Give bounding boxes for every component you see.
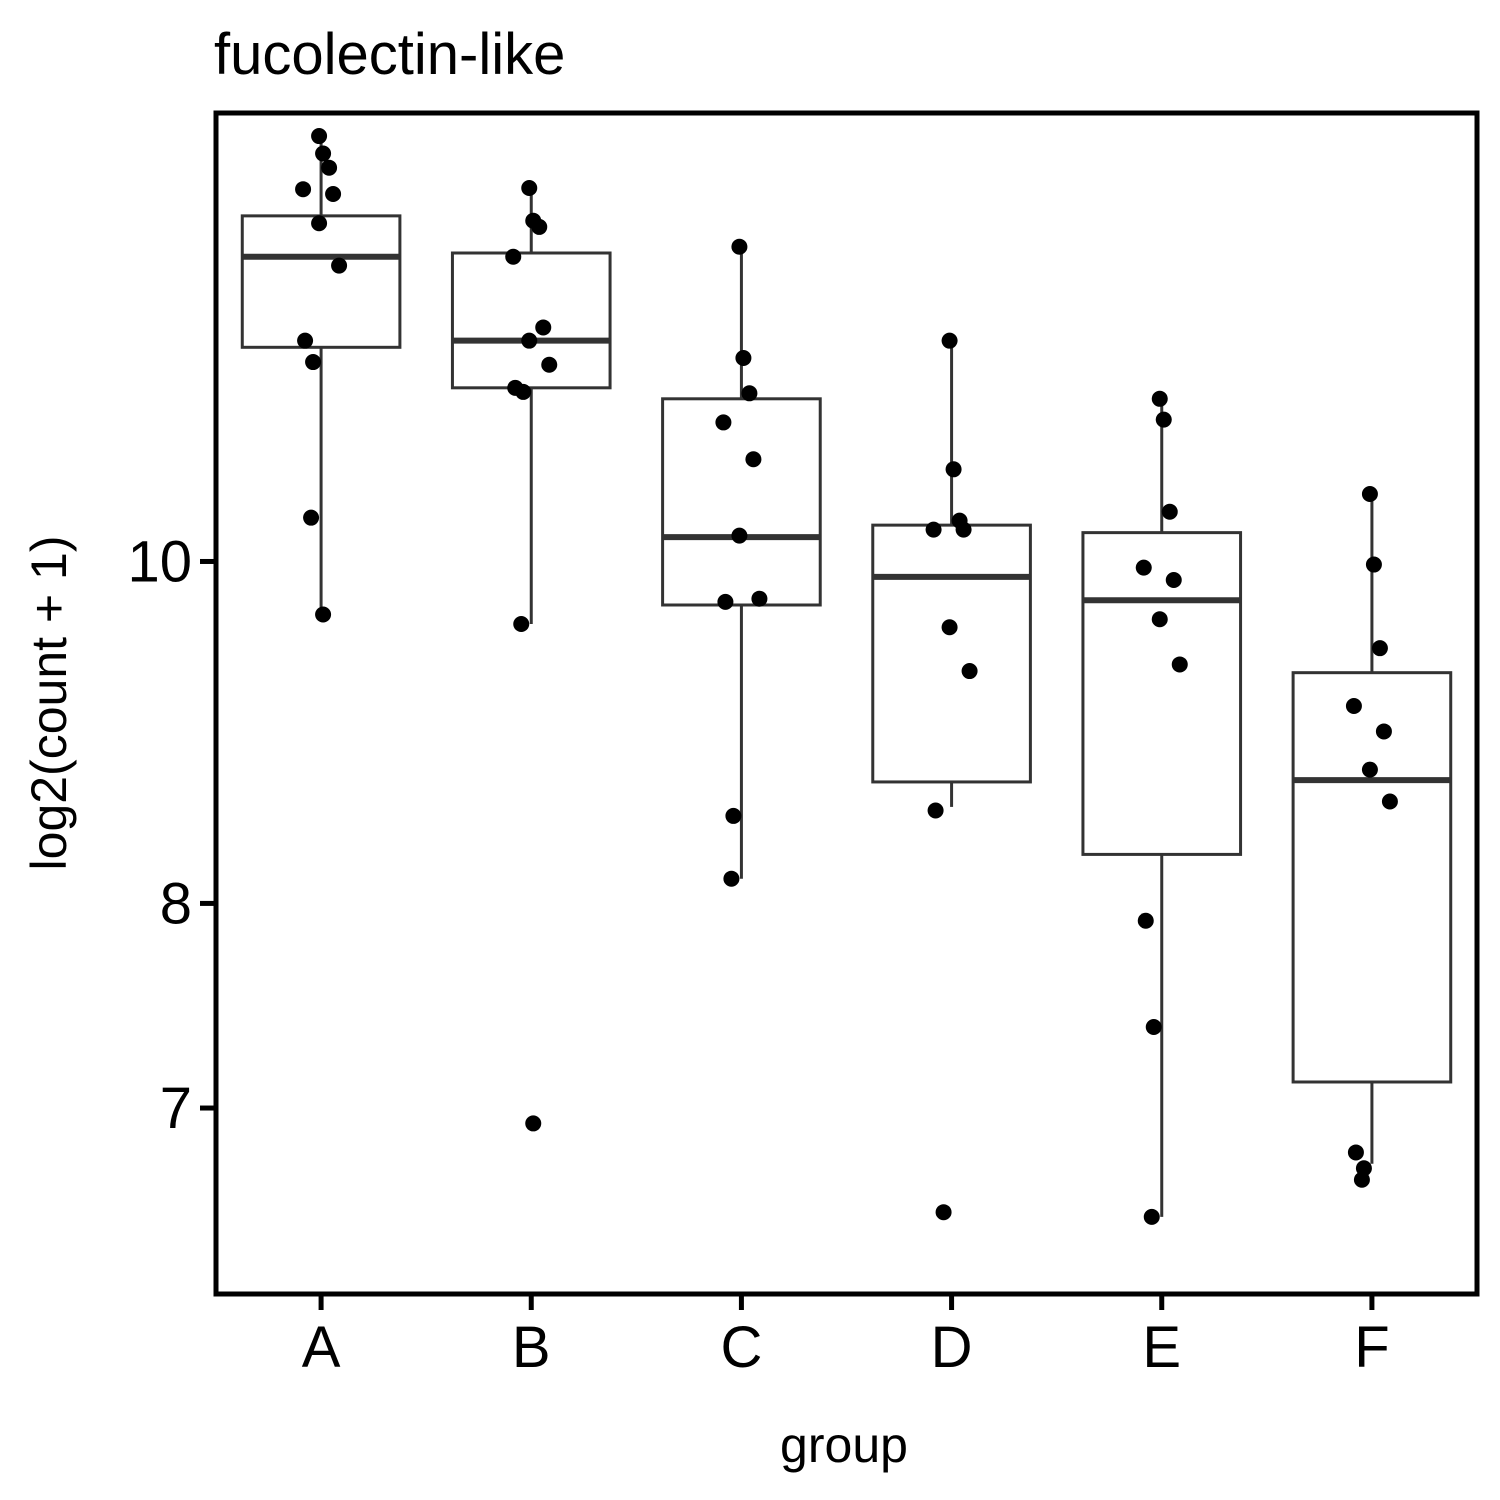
x-tick-label: E: [1142, 1315, 1181, 1380]
data-point: [1381, 793, 1398, 810]
data-point: [945, 461, 962, 478]
data-point: [305, 354, 322, 371]
data-point: [521, 179, 538, 196]
box-iqr: [1291, 671, 1453, 1084]
data-point: [741, 385, 758, 402]
data-point: [521, 332, 538, 349]
points-E: [1135, 390, 1188, 1225]
data-point: [723, 870, 740, 887]
y-tick-label: 8: [160, 871, 192, 936]
data-point: [1353, 1171, 1370, 1188]
data-point: [1375, 723, 1392, 740]
data-point: [303, 509, 320, 526]
box-group-A: [240, 136, 402, 613]
data-point: [1165, 571, 1182, 588]
points-F: [1345, 486, 1398, 1188]
data-point: [715, 414, 732, 431]
x-tick-label: D: [931, 1315, 973, 1380]
box-group-E: [1081, 394, 1243, 1217]
data-point: [1151, 611, 1168, 628]
data-point: [331, 257, 348, 274]
data-point: [941, 619, 958, 636]
data-point: [1365, 556, 1382, 573]
box-group-C: [661, 246, 822, 879]
data-point: [925, 521, 942, 538]
data-point: [1361, 761, 1378, 778]
data-point: [725, 807, 742, 824]
data-point: [535, 319, 552, 336]
data-point: [1135, 559, 1152, 576]
plot-panel-border: [213, 110, 1480, 1297]
data-point: [315, 606, 332, 623]
y-tick-label: 7: [160, 1076, 192, 1141]
data-point: [1137, 912, 1154, 929]
data-point: [731, 238, 748, 255]
plot-area: [240, 128, 1453, 1225]
box-iqr: [871, 523, 1032, 784]
data-point: [717, 593, 734, 610]
data-point: [1151, 390, 1168, 407]
box-group-F: [1291, 492, 1453, 1164]
box-iqr: [661, 397, 822, 607]
data-point: [751, 590, 768, 607]
data-point: [505, 248, 522, 265]
data-point: [941, 332, 958, 349]
y-axis: 7 8 10: [127, 529, 216, 1141]
data-point: [325, 186, 342, 203]
data-point: [321, 159, 338, 176]
data-point: [1155, 411, 1172, 428]
data-point: [311, 128, 328, 145]
data-point: [1345, 697, 1362, 714]
points-A: [295, 128, 348, 623]
data-point: [735, 350, 752, 367]
y-tick-label: 10: [127, 529, 192, 594]
box-group-D: [871, 340, 1032, 807]
data-point: [531, 218, 548, 235]
data-point: [515, 383, 532, 400]
data-point: [295, 181, 312, 198]
chart-title: fucolectin-like: [214, 22, 565, 87]
data-point: [297, 332, 314, 349]
data-point: [731, 527, 748, 544]
data-point: [541, 356, 558, 373]
data-point: [525, 1115, 542, 1132]
x-tick-label: A: [302, 1315, 341, 1380]
x-axis: A B C D E F: [302, 1294, 1390, 1380]
box-iqr: [450, 251, 612, 390]
data-point: [1347, 1144, 1364, 1161]
data-point: [311, 215, 328, 232]
data-point: [1361, 486, 1378, 503]
data-point: [1171, 656, 1188, 673]
data-point: [955, 521, 972, 538]
y-axis-title: log2(count + 1): [21, 536, 77, 871]
data-point: [1145, 1019, 1162, 1036]
box-iqr: [240, 214, 402, 349]
data-point: [745, 451, 762, 468]
data-point: [1161, 503, 1178, 520]
x-tick-label: B: [512, 1315, 551, 1380]
data-point: [927, 802, 944, 819]
data-point: [961, 663, 978, 680]
data-point: [1371, 640, 1388, 657]
x-tick-label: C: [720, 1315, 762, 1380]
data-point: [935, 1204, 952, 1221]
points-C: [715, 238, 768, 887]
points-D: [925, 332, 978, 1221]
data-point: [315, 145, 332, 162]
data-point: [1143, 1208, 1160, 1225]
x-axis-title: group: [780, 1417, 908, 1473]
x-tick-label: F: [1354, 1315, 1389, 1380]
points-B: [505, 179, 558, 1132]
box-iqr: [1081, 531, 1243, 856]
data-point: [513, 616, 530, 633]
box-group-B: [450, 189, 612, 625]
